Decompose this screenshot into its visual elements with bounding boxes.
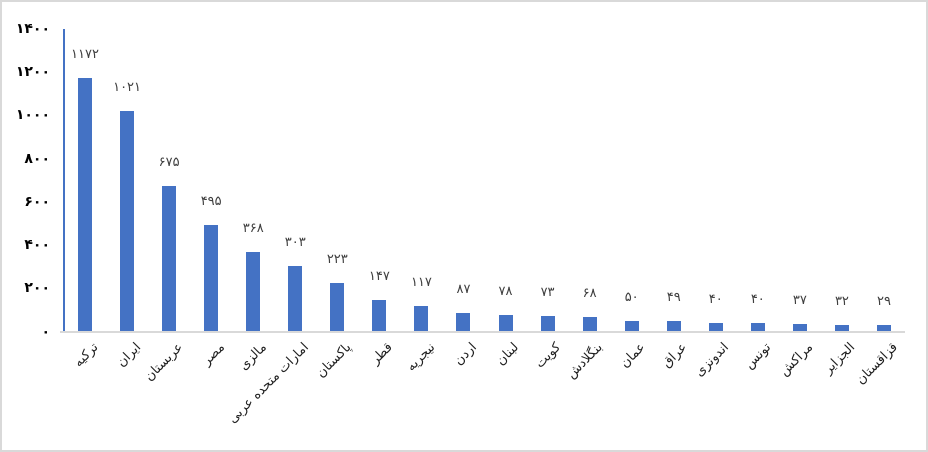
value-label: ۳۰۳ (284, 235, 306, 251)
value-label: ۱۰۲۱ (113, 79, 142, 95)
value-label: ۴۹۵ (200, 193, 222, 209)
y-tick-label: ۸۰۰ (24, 150, 50, 167)
bar (666, 320, 681, 332)
bar (876, 325, 891, 332)
category-label: لبنان (493, 340, 523, 369)
value-label: ۳۷ (792, 292, 807, 308)
y-tick-label: ۲۰۰ (24, 280, 50, 297)
category-label: عراق (659, 340, 691, 371)
category-label: ترکیه (71, 340, 102, 371)
category-label: کویت (532, 340, 565, 372)
value-label: ۶۸ (582, 285, 597, 301)
x-axis-line (60, 331, 905, 333)
y-tick-label: ۰ (41, 323, 50, 340)
value-label: ۴۰ (750, 291, 765, 307)
category-label: مالزی (236, 340, 270, 374)
value-label: ۲۲۳ (326, 252, 348, 268)
bar (582, 316, 597, 332)
bar (288, 266, 303, 332)
y-tick-label: ۶۰۰ (24, 193, 50, 210)
bar (708, 322, 723, 332)
value-label: ۵۰ (624, 289, 639, 305)
category-label: نیجریه (403, 340, 439, 375)
category-label: اندونزی (692, 340, 733, 380)
bar (414, 306, 429, 332)
category-label: قزاقستان (853, 340, 901, 388)
value-label: ۱۱۷۲ (71, 47, 99, 63)
bar (204, 224, 219, 332)
bar (792, 323, 807, 332)
value-label: ۱۴۷ (368, 268, 390, 284)
category-label: اردن (451, 340, 481, 369)
category-label: الجزایر (821, 340, 859, 378)
y-axis-line (63, 29, 65, 332)
value-label: ۳۲ (834, 293, 849, 309)
category-label: مصر (199, 340, 228, 369)
bar (834, 324, 849, 332)
bar (120, 110, 135, 332)
value-label: ۷۸ (498, 283, 513, 299)
category-label: عمان (617, 340, 649, 371)
bar (330, 283, 345, 332)
category-label: عربستان (141, 340, 186, 385)
bar (372, 299, 387, 332)
bar (78, 78, 93, 332)
category-label: مراکش (777, 340, 817, 380)
category-label: ایران (113, 340, 144, 371)
category-label: قطر (368, 340, 396, 368)
bar (162, 185, 177, 332)
bar (498, 314, 513, 332)
bar (246, 251, 261, 332)
value-label: ۳۶۸ (242, 220, 264, 236)
y-tick-label: ۱۰۰۰ (15, 107, 50, 124)
y-tick-label: ۴۰۰ (24, 237, 50, 254)
category-label: بنگلادش (564, 340, 607, 382)
value-label: ۷۳ (540, 284, 555, 300)
category-label: امارات متحده عربی (225, 340, 312, 427)
value-label: ۴۰ (708, 291, 723, 307)
value-label: ۱۱۷ (410, 275, 432, 291)
value-label: ۲۹ (876, 294, 891, 310)
bar (750, 322, 765, 332)
y-tick-label: ۱۴۰۰ (15, 21, 50, 37)
y-tick-label: ۱۲۰۰ (15, 64, 50, 81)
value-label: ۴۹ (666, 289, 681, 305)
bar (456, 312, 471, 332)
category-label: تونس (742, 340, 775, 373)
value-label: ۶۷۵ (158, 154, 180, 170)
value-label: ۸۷ (456, 281, 471, 297)
bar (540, 315, 555, 332)
bar (624, 320, 639, 332)
category-label: پاکستان (313, 340, 354, 381)
